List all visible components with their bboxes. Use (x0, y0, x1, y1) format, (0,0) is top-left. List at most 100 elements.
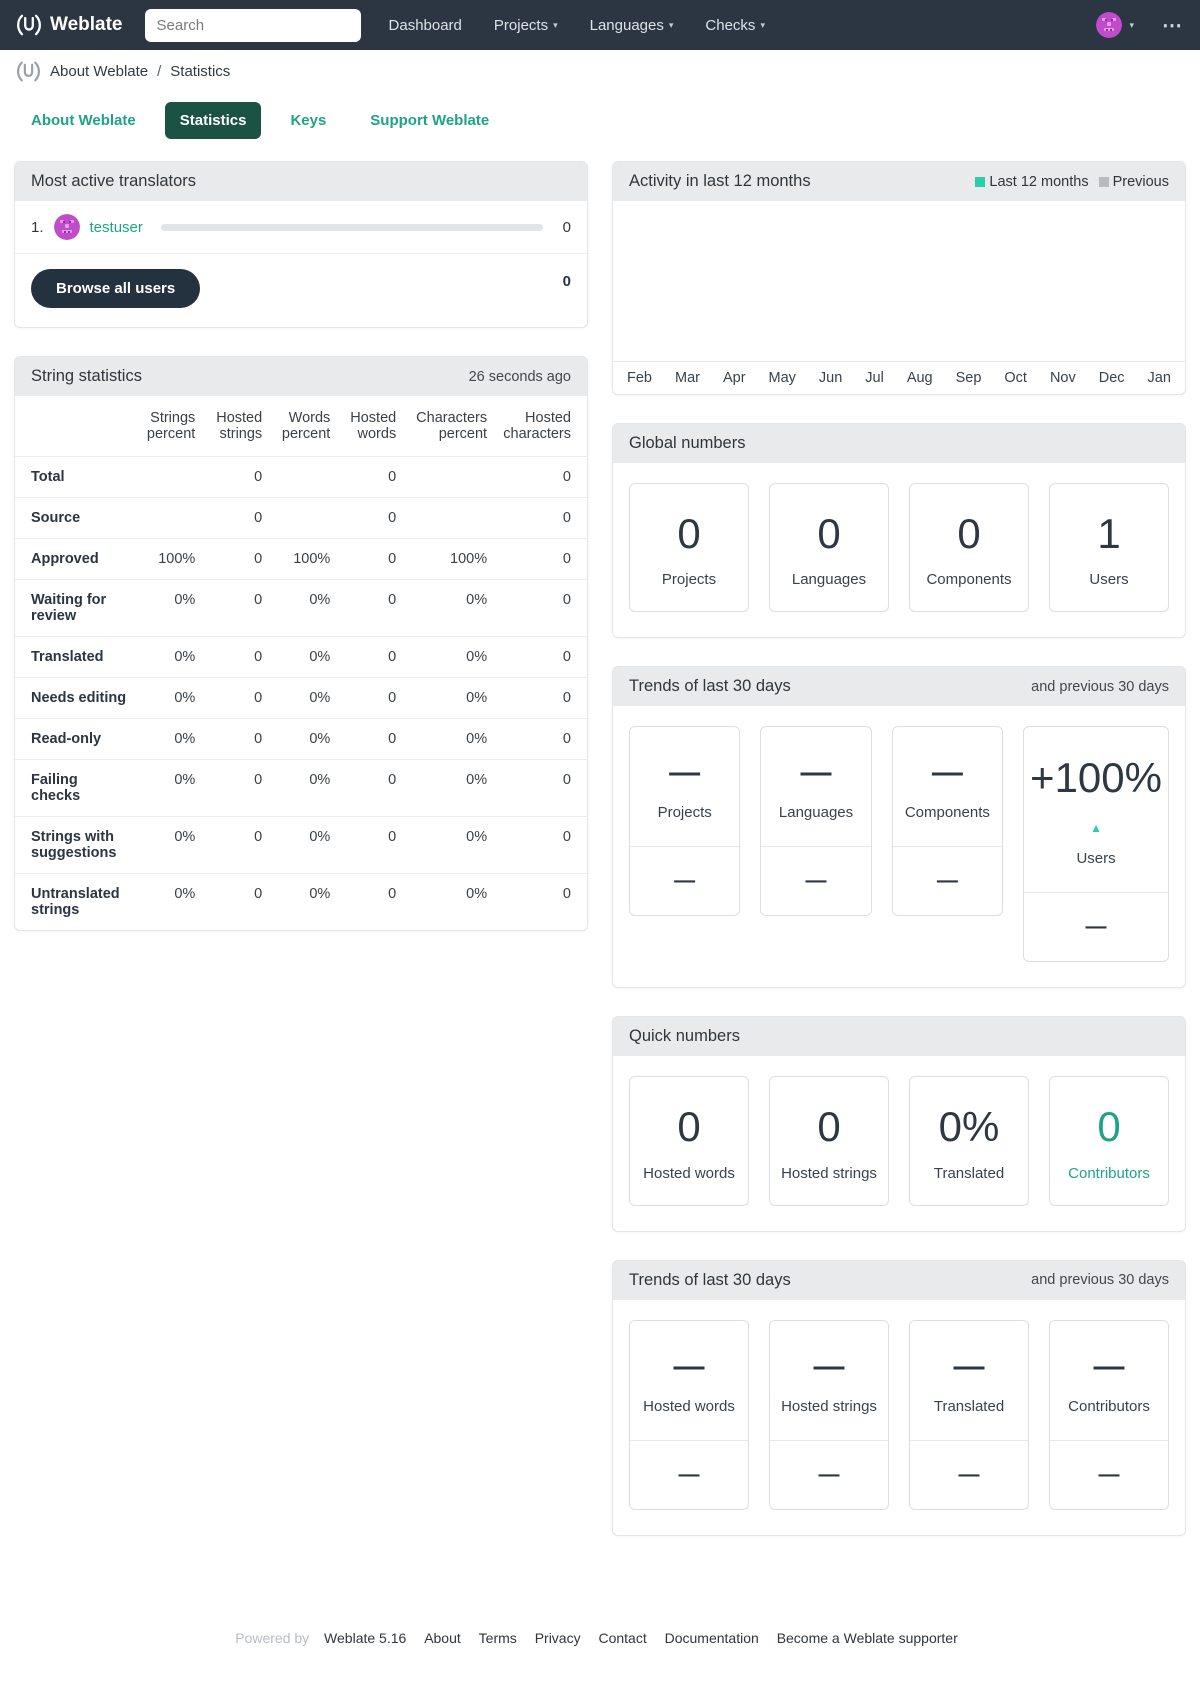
footer-links: Weblate 5.16 About Terms Privacy Contact… (313, 1630, 965, 1646)
string-statistics-card: String statistics 26 seconds ago Strings… (14, 356, 588, 931)
cell-strings-percent (135, 498, 203, 539)
cell-strings-percent: 100% (158, 551, 196, 567)
cell-words-percent: 0% (309, 690, 331, 706)
cell-words-percent (270, 457, 338, 498)
row-label: Needs editing (31, 690, 127, 706)
activity-chart-area (613, 201, 1185, 361)
column-header: Strings percent (146, 410, 196, 442)
card-header: Trends of last 30 days and previous 30 d… (613, 1260, 1185, 1300)
browse-all-users-button[interactable]: Browse all users (31, 269, 201, 308)
cell-hosted-strings: 0 (254, 510, 263, 526)
powered-by-label: Powered by (235, 1629, 310, 1646)
card-header: Trends of last 30 days and previous 30 d… (613, 667, 1185, 707)
footer-link[interactable]: Privacy (534, 1629, 581, 1646)
footer: Powered by Weblate 5.16 About Terms Priv… (0, 1564, 1200, 1692)
nav-checks[interactable]: Checks ▾ (705, 16, 765, 34)
tile-translated: 0% Translated (909, 1076, 1029, 1206)
footer-link[interactable]: Terms (478, 1629, 517, 1646)
legend-swatch-green (975, 176, 986, 187)
card-header: Quick numbers (613, 1017, 1185, 1057)
navbar-right: ▾ ⋯ (1096, 12, 1184, 38)
trend-tile-hosted-words: — Hosted words — (629, 1319, 749, 1510)
tab-statistics[interactable]: Statistics (164, 102, 262, 139)
trends-30-days-card: Trends of last 30 days and previous 30 d… (612, 666, 1186, 989)
trend-tile-contributors: — Contributors — (1049, 1319, 1169, 1510)
string-statistics-table: Strings percent Hosted strings Words per… (15, 396, 587, 930)
tab-about-weblate[interactable]: About Weblate (31, 112, 136, 129)
chevron-down-icon: ▾ (553, 19, 558, 30)
table-row: Failing checks 0% 0 0% 0 0% 0 (15, 759, 587, 817)
card-title: Most active translators (31, 172, 197, 190)
cell-strings-percent: 0% (174, 649, 196, 665)
tab-support-weblate[interactable]: Support Weblate (370, 112, 490, 129)
search-input[interactable] (144, 8, 361, 42)
browse-row: Browse all users 0 (15, 254, 587, 327)
cell-hosted-words: 0 (388, 469, 397, 485)
footer-link[interactable]: Contact (598, 1629, 647, 1646)
cell-characters-percent: 0% (466, 592, 488, 608)
tile-contributors[interactable]: 0 Contributors (1049, 1076, 1169, 1206)
table-row: Untranslated strings 0% 0 0% 0 0% 0 (15, 873, 587, 931)
tab-keys[interactable]: Keys (290, 112, 327, 129)
navbar: Weblate Dashboard Projects▾ Languages▾ C… (0, 0, 1200, 50)
cell-hosted-characters: 0 (562, 886, 571, 902)
nav-projects[interactable]: Projects ▾ (493, 16, 558, 34)
brand-label: Weblate (50, 14, 123, 35)
table-row: Read-only 0% 0 0% 0 0% 0 (15, 718, 587, 760)
weblate-logo-icon (16, 12, 42, 38)
cell-strings-percent (135, 457, 203, 498)
page-tabs: About Weblate Statistics Keys Support We… (0, 90, 1200, 155)
cell-strings-percent: 0% (174, 829, 196, 845)
activity-card: Activity in last 12 months Last 12 month… (612, 161, 1186, 395)
table-row: Total 0 0 0 (15, 456, 587, 498)
overflow-menu-icon[interactable]: ⋯ (1162, 14, 1184, 37)
breadcrumb-about-weblate[interactable]: About Weblate (50, 63, 149, 80)
footer-link[interactable]: Documentation (664, 1629, 759, 1646)
cell-characters-percent: 0% (466, 829, 488, 845)
trend-tile-projects: — Projects — (629, 726, 741, 917)
cell-words-percent: 0% (309, 886, 331, 902)
chart-legend: Last 12 months Previous (975, 174, 1169, 190)
nav-languages[interactable]: Languages ▾ (589, 16, 674, 34)
footer-link[interactable]: Weblate 5.16 (324, 1629, 407, 1646)
footer-link[interactable]: About (424, 1629, 461, 1646)
user-menu[interactable]: ▾ (1096, 12, 1134, 38)
most-active-translators-card: Most active translators 1. testuser (14, 161, 588, 328)
breadcrumb-current: Statistics (170, 63, 231, 80)
left-column: Most active translators 1. testuser (14, 161, 588, 959)
translator-count: 0 (562, 218, 571, 236)
cell-words-percent: 0% (309, 649, 331, 665)
cell-hosted-words: 0 (388, 592, 397, 608)
cell-hosted-words: 0 (388, 886, 397, 902)
card-header: String statistics 26 seconds ago (15, 357, 587, 396)
card-title: Quick numbers (629, 1027, 740, 1046)
cell-characters-percent: 100% (450, 551, 488, 567)
card-title: Trends of last 30 days (629, 1270, 791, 1289)
avatar (53, 214, 80, 240)
cell-characters-percent: 0% (466, 886, 488, 902)
translators-total: 0 (562, 273, 571, 290)
brand-link[interactable]: Weblate (16, 12, 123, 38)
tile-users: 1 Users (1049, 483, 1169, 613)
month-label: Jan (1147, 370, 1171, 386)
row-label: Failing checks (31, 772, 81, 804)
cell-characters-percent: 0% (466, 690, 488, 706)
month-label: Apr (722, 370, 746, 386)
footer-link[interactable]: Become a Weblate supporter (776, 1629, 958, 1646)
trends-30-days-card-2: Trends of last 30 days and previous 30 d… (612, 1259, 1186, 1536)
cell-hosted-characters: 0 (562, 649, 571, 665)
cell-words-percent: 0% (309, 592, 331, 608)
cell-hosted-strings: 0 (254, 886, 263, 902)
nav-dashboard[interactable]: Dashboard (388, 16, 462, 34)
row-label: Total (31, 469, 65, 485)
month-label: Mar (674, 370, 700, 386)
month-label: Feb (627, 370, 652, 386)
cell-hosted-strings: 0 (254, 829, 263, 845)
column-header: Hosted words (350, 410, 397, 442)
empty-header-cell (15, 396, 135, 457)
card-header: Activity in last 12 months Last 12 month… (613, 162, 1185, 201)
card-subtitle: and previous 30 days (1031, 678, 1169, 695)
column-header: Characters percent (416, 410, 488, 442)
tile-languages: 0 Languages (769, 483, 889, 613)
translator-username-link[interactable]: testuser (89, 218, 143, 236)
